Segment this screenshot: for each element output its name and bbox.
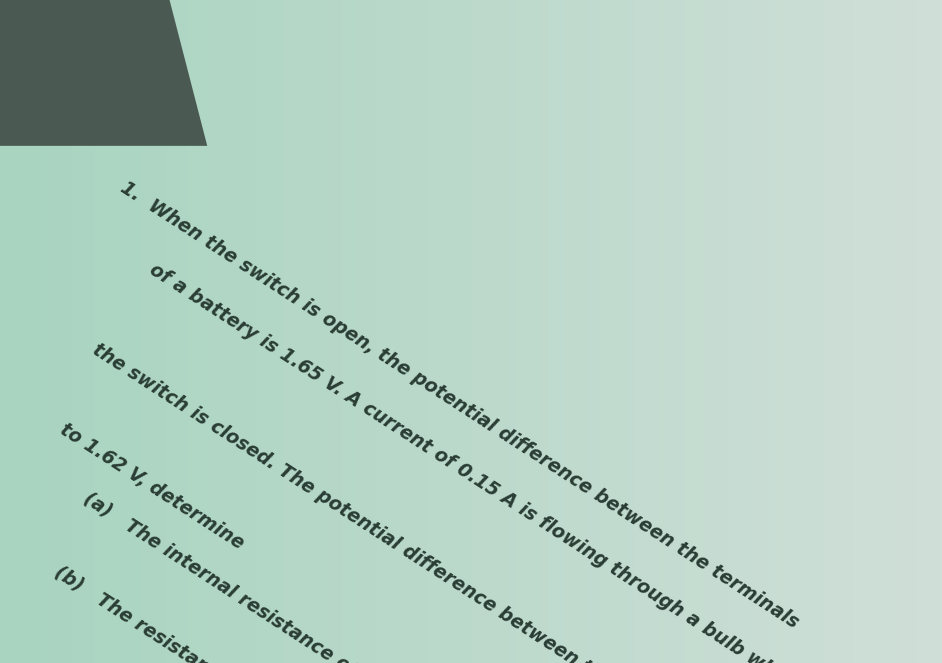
Text: (b)   The resistance of the bulb: (b) The resistance of the bulb [52, 562, 336, 663]
Text: 1.  When the switch is open, the potential difference between the terminals: 1. When the switch is open, the potentia… [118, 178, 803, 632]
Text: (a)   The internal resistance of the battery: (a) The internal resistance of the batte… [80, 489, 465, 663]
Text: to 1.62 V, determine: to 1.62 V, determine [57, 420, 247, 553]
Polygon shape [0, 0, 207, 146]
Text: of a battery is 1.65 V. A current of 0.15 A is flowing through a bulb when: of a battery is 1.65 V. A current of 0.1… [146, 261, 801, 663]
Text: the switch is closed. The potential difference between the terminal drops: the switch is closed. The potential diff… [89, 340, 753, 663]
